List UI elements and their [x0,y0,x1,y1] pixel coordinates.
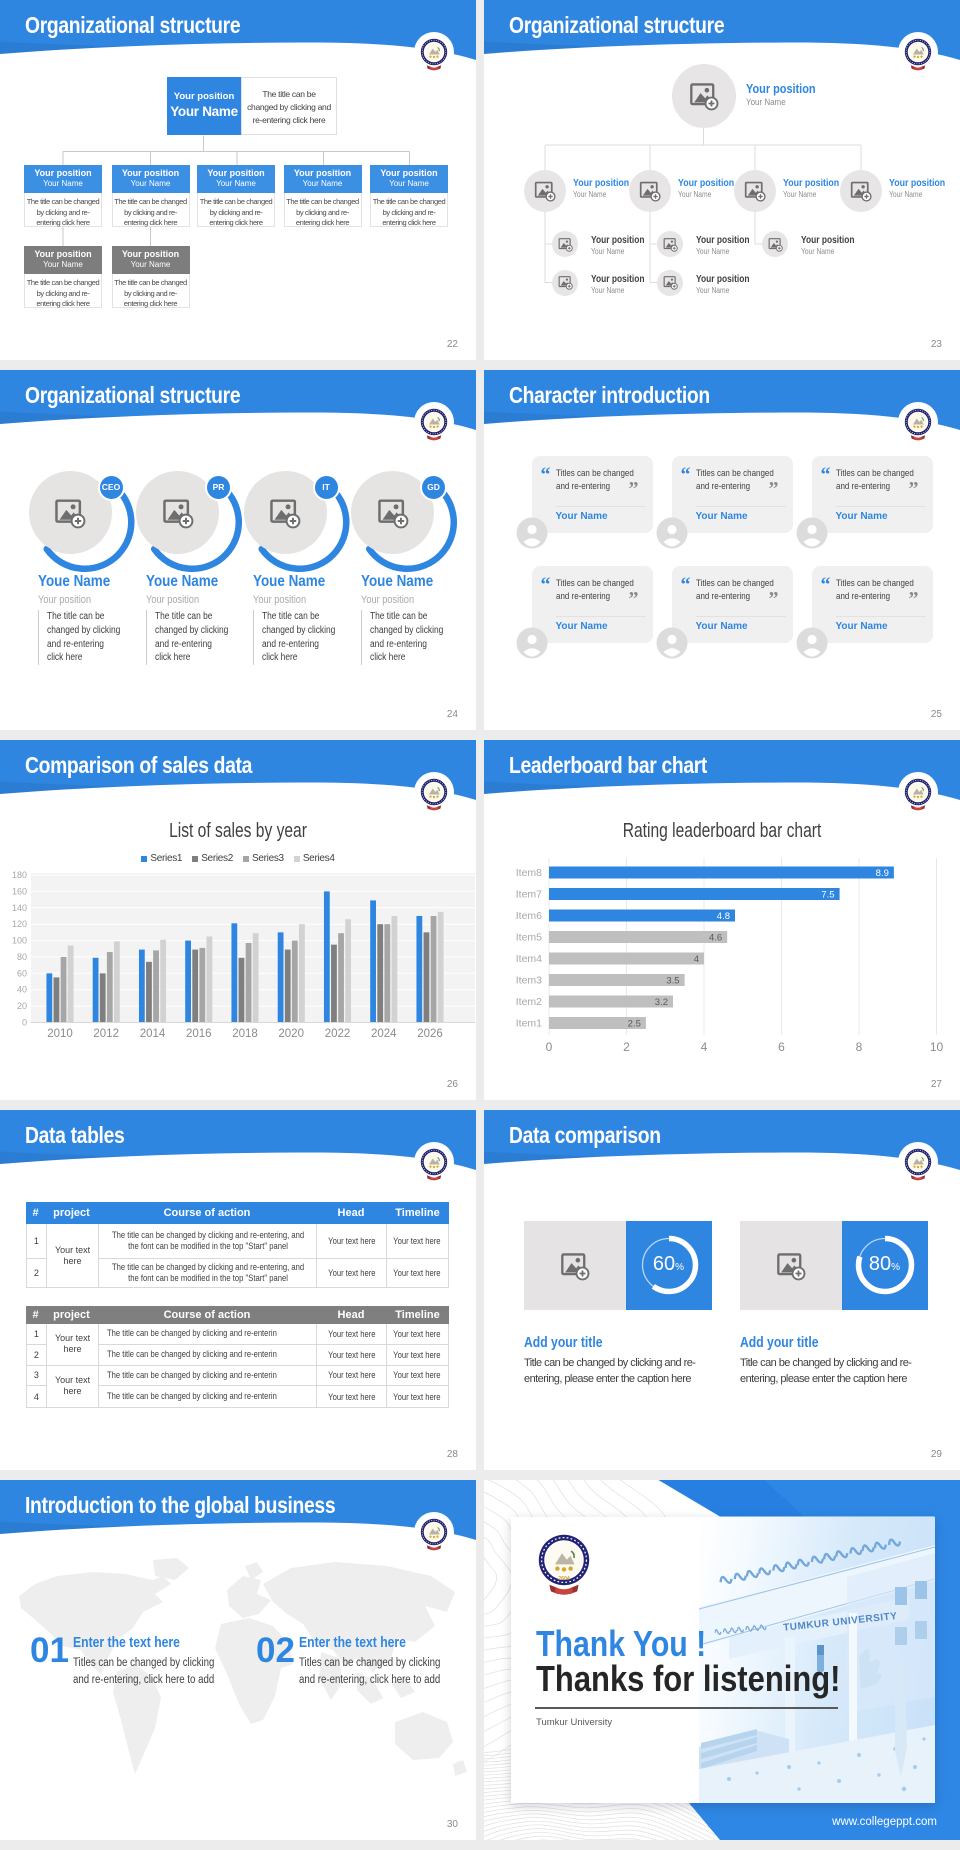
svg-text:2012: 2012 [93,1028,119,1040]
svg-text:20: 20 [17,1001,27,1011]
svg-text:4.6: 4.6 [709,933,722,944]
svg-text:8: 8 [856,1040,863,1054]
svg-text:2026: 2026 [417,1028,443,1040]
svg-text:2020: 2020 [278,1028,304,1040]
svg-text:10: 10 [930,1040,944,1054]
svg-text:Item2: Item2 [516,996,542,1008]
svg-text:2024: 2024 [371,1028,397,1040]
svg-text:Item7: Item7 [516,889,542,901]
svg-text:3.2: 3.2 [655,997,668,1008]
svg-text:Item8: Item8 [516,867,542,879]
svg-text:2010: 2010 [47,1028,73,1040]
svg-text:Item5: Item5 [516,932,542,944]
svg-text:8.9: 8.9 [876,868,889,879]
svg-text:100: 100 [12,936,27,946]
svg-text:140: 140 [12,903,27,913]
svg-text:80: 80 [17,952,27,962]
svg-text:2.5: 2.5 [628,1019,641,1030]
svg-text:2016: 2016 [186,1028,212,1040]
svg-text:40: 40 [17,985,27,995]
svg-text:120: 120 [12,919,27,929]
svg-text:Item1: Item1 [516,1018,542,1030]
svg-text:2022: 2022 [325,1028,351,1040]
svg-text:2: 2 [623,1040,630,1054]
svg-text:180: 180 [12,870,27,880]
svg-text:Item6: Item6 [516,910,542,922]
svg-text:6: 6 [778,1040,785,1054]
svg-text:4: 4 [701,1040,708,1054]
svg-text:2014: 2014 [140,1028,166,1040]
svg-text:2604: 2604 [558,1576,570,1582]
svg-text:2018: 2018 [232,1028,258,1040]
svg-text:4.8: 4.8 [717,911,730,922]
svg-text:60: 60 [17,968,27,978]
svg-text:Item4: Item4 [516,953,542,965]
svg-text:160: 160 [12,886,27,896]
svg-text:4: 4 [694,954,699,965]
svg-text:0: 0 [22,1018,27,1028]
svg-text:3.5: 3.5 [666,976,679,987]
svg-text:7.5: 7.5 [821,890,834,901]
svg-text:Item3: Item3 [516,975,542,987]
svg-text:0: 0 [546,1040,553,1054]
